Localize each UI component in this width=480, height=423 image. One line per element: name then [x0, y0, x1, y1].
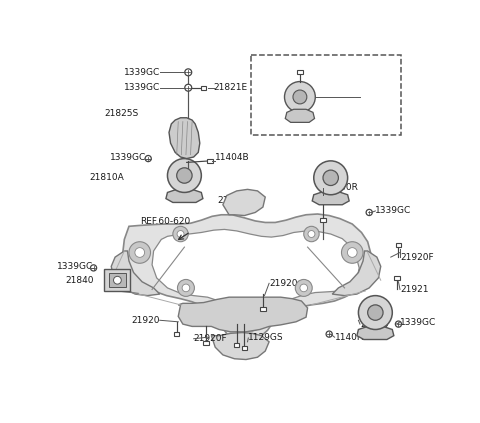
Circle shape: [177, 231, 184, 237]
Circle shape: [359, 296, 392, 330]
Circle shape: [185, 84, 192, 91]
Text: 1339GC: 1339GC: [123, 68, 160, 77]
Circle shape: [341, 242, 363, 263]
Text: 11404B: 11404B: [215, 153, 250, 162]
Circle shape: [323, 170, 338, 186]
Polygon shape: [123, 214, 372, 342]
Text: 21920: 21920: [131, 316, 160, 325]
Text: 21930R: 21930R: [323, 183, 358, 192]
Text: 1339GC: 1339GC: [400, 318, 436, 327]
Text: 21821E: 21821E: [214, 83, 248, 92]
Circle shape: [326, 331, 332, 337]
Text: REF.60-620: REF.60-620: [141, 217, 191, 226]
Circle shape: [368, 305, 383, 320]
Circle shape: [308, 231, 315, 237]
Circle shape: [145, 156, 151, 162]
Polygon shape: [357, 327, 394, 340]
Text: 21920F: 21920F: [400, 253, 433, 261]
Text: 21825S: 21825S: [104, 110, 138, 118]
Text: 1140HL: 1140HL: [335, 333, 369, 342]
Bar: [174, 332, 180, 336]
Circle shape: [396, 321, 402, 327]
Bar: [297, 70, 302, 74]
Text: 21930R: 21930R: [360, 91, 395, 100]
Circle shape: [348, 247, 357, 257]
Text: 21920: 21920: [217, 196, 246, 206]
Circle shape: [173, 226, 188, 242]
Text: 1339GC: 1339GC: [123, 83, 160, 92]
Circle shape: [114, 276, 121, 284]
Text: 21830: 21830: [360, 320, 389, 329]
Circle shape: [185, 69, 192, 76]
Text: 21920F: 21920F: [193, 334, 227, 343]
Polygon shape: [312, 192, 349, 205]
Text: (4WD): (4WD): [255, 58, 284, 68]
Circle shape: [293, 90, 307, 104]
Bar: [201, 86, 206, 90]
Circle shape: [285, 82, 315, 113]
Polygon shape: [285, 109, 314, 122]
Circle shape: [295, 280, 312, 297]
Circle shape: [178, 280, 194, 297]
Bar: [242, 346, 247, 350]
Circle shape: [300, 284, 308, 292]
Bar: [108, 273, 126, 287]
Polygon shape: [211, 332, 269, 360]
Text: 21921: 21921: [400, 285, 429, 294]
Circle shape: [177, 168, 192, 183]
Bar: [320, 218, 326, 222]
Bar: [394, 276, 400, 280]
Text: 1129GS: 1129GS: [248, 333, 284, 343]
Polygon shape: [223, 190, 265, 216]
Text: 1339GC: 1339GC: [375, 206, 412, 215]
Circle shape: [366, 209, 372, 216]
Bar: [207, 159, 213, 163]
Circle shape: [135, 247, 144, 257]
Polygon shape: [332, 251, 381, 296]
Circle shape: [168, 159, 201, 192]
Circle shape: [182, 284, 190, 292]
Circle shape: [129, 242, 151, 263]
Circle shape: [90, 265, 96, 271]
Text: 1339GC: 1339GC: [57, 262, 94, 271]
Polygon shape: [169, 118, 200, 159]
Text: 21810A: 21810A: [90, 173, 124, 182]
Bar: [396, 243, 401, 247]
Bar: [260, 307, 265, 310]
Polygon shape: [166, 190, 203, 203]
Polygon shape: [111, 251, 160, 296]
Text: 1339GC: 1339GC: [109, 153, 146, 162]
Circle shape: [314, 161, 348, 195]
FancyBboxPatch shape: [251, 55, 401, 135]
Circle shape: [304, 226, 319, 242]
Bar: [104, 269, 131, 291]
Bar: [234, 343, 239, 347]
Bar: [203, 341, 209, 345]
Polygon shape: [178, 297, 308, 332]
Text: 21840: 21840: [65, 276, 94, 285]
Text: 21920: 21920: [269, 279, 298, 288]
Polygon shape: [152, 229, 359, 331]
